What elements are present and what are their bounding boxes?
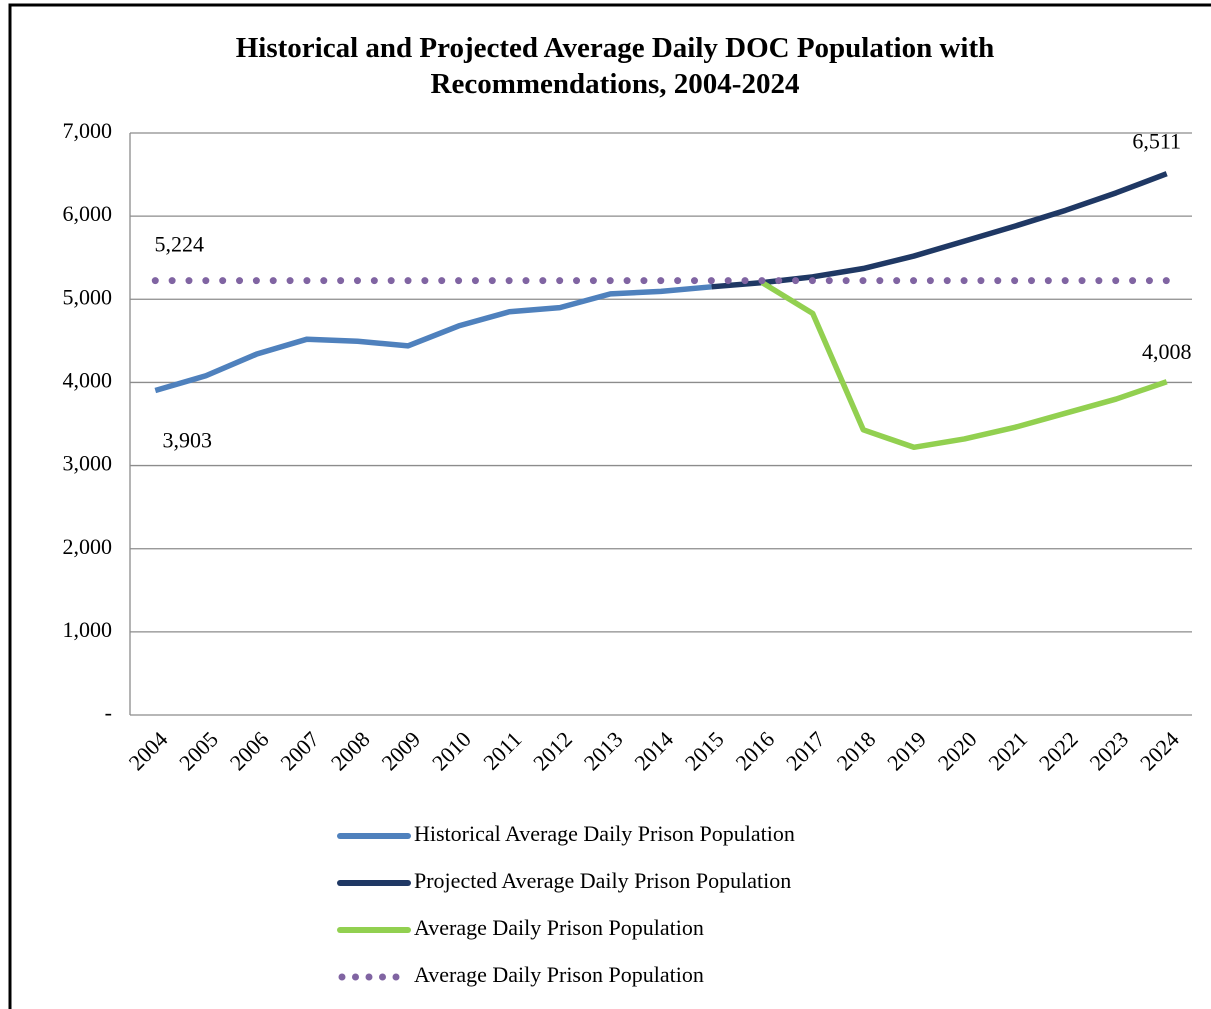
x-tick-label: 2021: [983, 726, 1032, 775]
y-tick-label: 6,000: [63, 201, 113, 226]
x-tick-label: 2022: [1034, 726, 1083, 775]
data-label: 5,224: [155, 232, 205, 257]
y-tick-label: 5,000: [63, 284, 113, 309]
frame: [8, 3, 1211, 1009]
x-tick-label: 2010: [427, 726, 476, 775]
data-label: 3,903: [163, 428, 213, 453]
x-tick-label: 2017: [781, 726, 830, 775]
x-tick-label: 2012: [528, 726, 577, 775]
x-tick-label: 2023: [1084, 726, 1133, 775]
x-tick-label: 2008: [326, 726, 375, 775]
x-tick-label: 2007: [275, 726, 324, 775]
legend-label: Historical Average Daily Prison Populati…: [414, 821, 795, 846]
legend-label: Average Daily Prison Population: [414, 915, 704, 940]
y-tick-label: 3,000: [63, 451, 113, 476]
y-tick-label: 7,000: [63, 118, 113, 143]
y-tick-label: 4,000: [63, 367, 113, 392]
x-tick-label: 2015: [680, 726, 729, 775]
x-tick-label: 2016: [730, 726, 779, 775]
legend-label: Average Daily Prison Population: [414, 962, 704, 987]
y-tick-label: 1,000: [63, 617, 113, 642]
line: [760, 280, 1168, 451]
x-tick-label: 2018: [832, 726, 881, 775]
x-tick-label: 2004: [124, 726, 173, 775]
line: [154, 284, 712, 394]
line: [711, 171, 1168, 290]
x-tick-label: 2005: [174, 726, 223, 775]
x-tick-label: 2014: [629, 726, 678, 775]
x-tick-label: 2024: [1135, 726, 1184, 775]
legend-label: Projected Average Daily Prison Populatio…: [414, 868, 791, 893]
data-label: 4,008: [1142, 339, 1192, 364]
x-tick-label: 2019: [882, 726, 931, 775]
x-tick-label: 2020: [933, 726, 982, 775]
x-tick-label: 2011: [478, 726, 526, 774]
x-tick-label: 2013: [579, 726, 628, 775]
y-tick-label: 2,000: [63, 534, 113, 559]
data-label: 6,511: [1132, 129, 1181, 154]
x-tick-label: 2006: [225, 726, 274, 775]
chart-title: Historical and Projected Average Daily D…: [235, 32, 995, 100]
x-tick-label: 2009: [376, 726, 425, 775]
y-tick-label: -: [105, 700, 112, 725]
